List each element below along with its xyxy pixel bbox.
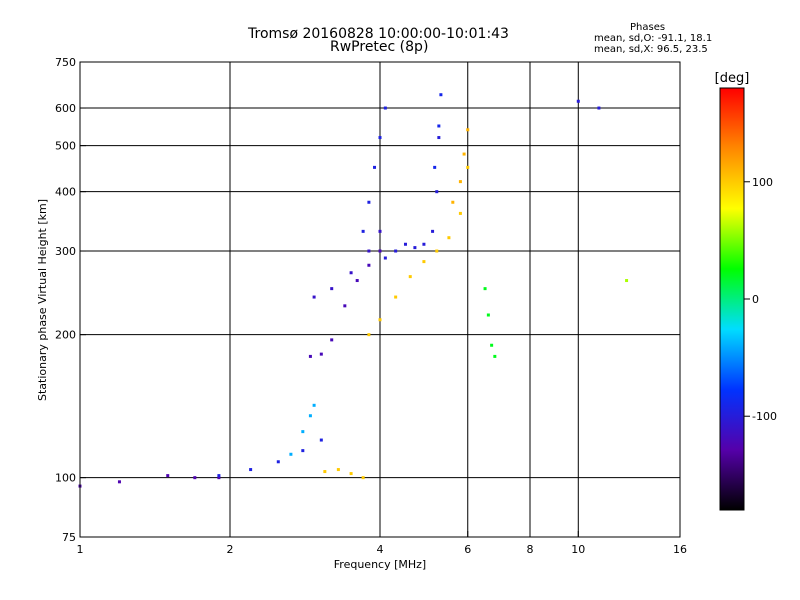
data-point <box>462 152 466 156</box>
data-point <box>458 180 462 184</box>
data-point <box>367 263 371 267</box>
x-tick-label: 2 <box>227 543 234 556</box>
data-point <box>361 229 365 233</box>
x-tick-label: 8 <box>527 543 534 556</box>
colorbar-tick-label: 0 <box>752 293 759 306</box>
x-tick-label: 16 <box>673 543 687 556</box>
data-point <box>383 256 387 260</box>
data-point <box>312 295 316 299</box>
data-point <box>166 474 170 478</box>
data-point <box>486 313 490 317</box>
data-point <box>422 260 426 264</box>
data-point <box>117 480 121 484</box>
data-point <box>490 343 494 347</box>
data-point <box>249 468 253 472</box>
x-tick-label: 10 <box>571 543 585 556</box>
data-point <box>308 354 312 358</box>
data-point <box>435 249 439 253</box>
chart-title: Tromsø 20160828 10:00:00-10:01:43 <box>248 26 509 42</box>
data-point <box>336 468 340 472</box>
x-axis-label: Frequency [MHz] <box>334 558 426 571</box>
data-point <box>422 242 426 246</box>
data-point <box>217 476 221 480</box>
y-tick-label: 600 <box>55 102 76 115</box>
data-point <box>403 242 407 246</box>
data-point <box>312 403 316 407</box>
data-point <box>383 106 387 110</box>
data-point <box>367 333 371 337</box>
data-point <box>483 287 487 291</box>
data-point <box>323 470 327 474</box>
plot-frame <box>79 61 681 538</box>
data-point <box>447 236 451 240</box>
data-point <box>431 229 435 233</box>
data-point <box>349 472 353 476</box>
x-tick-label: 1 <box>77 543 84 556</box>
data-point <box>625 279 629 283</box>
colorbar-tick-label: 100 <box>752 176 773 189</box>
data-point <box>437 136 441 140</box>
data-point <box>378 229 382 233</box>
data-point <box>378 249 382 253</box>
data-point <box>378 136 382 140</box>
data-point <box>330 338 334 342</box>
chart-subtitle: RwPretec (8p) <box>330 39 429 55</box>
colorbar-label: [deg] <box>715 71 750 86</box>
data-point <box>301 449 305 453</box>
phase-stats-x: mean, sd,X: 96.5, 23.5 <box>594 44 708 55</box>
data-point <box>433 165 437 169</box>
colorbar-tick-label: -100 <box>752 410 777 423</box>
phase-stats-o: mean, sd,O: -91.1, 18.1 <box>594 33 713 44</box>
data-point <box>367 249 371 253</box>
data-point <box>330 287 334 291</box>
phase-stats-header: Phases <box>630 22 666 33</box>
x-tick-label: 4 <box>377 543 384 556</box>
data-point <box>378 318 382 322</box>
data-point <box>435 190 439 194</box>
data-point <box>289 452 293 456</box>
data-point <box>439 93 443 97</box>
data-point <box>493 354 497 358</box>
data-point <box>466 165 470 169</box>
data-point <box>466 128 470 132</box>
data-point <box>597 106 601 110</box>
data-point <box>408 275 412 279</box>
data-point <box>361 476 365 480</box>
data-point <box>193 476 197 480</box>
data-point <box>355 279 359 283</box>
colorbar <box>719 87 745 511</box>
x-tick-label: 6 <box>464 543 471 556</box>
data-point <box>308 414 312 418</box>
data-point <box>576 99 580 103</box>
data-point <box>343 304 347 308</box>
data-point <box>413 246 417 250</box>
data-point <box>301 430 305 434</box>
y-axis-label: Stationary phase Virtual Height [km] <box>36 199 49 401</box>
data-point <box>451 200 455 204</box>
y-tick-label: 300 <box>55 245 76 258</box>
data-point <box>276 460 280 464</box>
y-tick-label: 100 <box>55 472 76 485</box>
data-point <box>394 249 398 253</box>
data-point <box>217 474 221 478</box>
data-point <box>367 200 371 204</box>
y-tick-label: 75 <box>62 531 76 544</box>
y-tick-label: 500 <box>55 140 76 153</box>
data-point <box>394 295 398 299</box>
data-point <box>458 211 462 215</box>
y-tick-label: 750 <box>55 56 76 69</box>
data-point <box>373 165 377 169</box>
data-point <box>319 438 323 442</box>
data-point <box>437 124 441 128</box>
data-point <box>349 271 353 275</box>
y-tick-label: 200 <box>55 329 76 342</box>
data-point <box>319 352 323 356</box>
y-tick-label: 400 <box>55 186 76 199</box>
